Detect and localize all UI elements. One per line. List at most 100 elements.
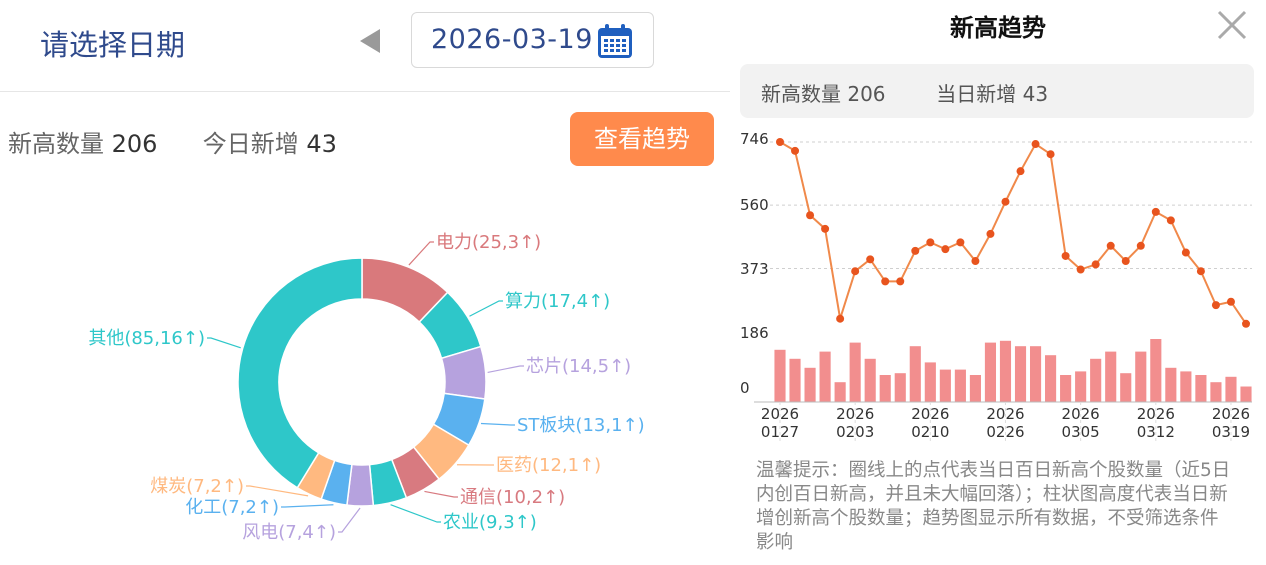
trend-point[interactable] <box>1196 267 1205 276</box>
y-tick-label: 186 <box>740 324 769 342</box>
bar <box>924 362 936 402</box>
trend-point[interactable] <box>1181 248 1190 257</box>
trend-point[interactable] <box>866 255 875 264</box>
bar <box>804 367 816 402</box>
bar <box>789 358 801 402</box>
trend-point[interactable] <box>1031 140 1040 149</box>
bar <box>894 373 906 402</box>
donut-label: 风电(7,4↑) <box>242 522 336 543</box>
summary-today-new-value: 43 <box>1022 82 1049 106</box>
bar <box>909 346 921 402</box>
x-tick-date: 0210 <box>911 423 949 441</box>
trend-point[interactable] <box>1136 241 1145 250</box>
trend-point[interactable] <box>1166 216 1175 225</box>
stats-summary: 新高数量 206 今日新增 43 <box>8 124 337 159</box>
summary-today-new-label: 当日新增 <box>936 82 1017 106</box>
trend-point[interactable] <box>1211 301 1220 310</box>
trend-point[interactable] <box>971 257 980 266</box>
trend-point[interactable] <box>1076 265 1085 274</box>
bar <box>984 342 997 402</box>
trend-point[interactable] <box>776 138 784 146</box>
date-picker[interactable]: 2026-03-19 <box>411 12 654 68</box>
donut-label: 医药(12,1↑) <box>496 455 601 476</box>
x-tick-date: 0305 <box>1062 423 1100 441</box>
bar <box>1090 358 1102 402</box>
trend-point[interactable] <box>926 238 935 247</box>
trend-point[interactable] <box>911 246 920 255</box>
trend-point[interactable] <box>1001 197 1010 206</box>
donut-label: 化工(7,2↑) <box>185 497 279 518</box>
x-tick-year: 2026 <box>911 405 949 423</box>
previous-date-icon[interactable] <box>360 29 380 53</box>
bar <box>1210 382 1222 402</box>
x-tick-year: 2026 <box>836 405 874 423</box>
trend-point[interactable] <box>851 267 860 276</box>
trend-point[interactable] <box>1242 319 1250 328</box>
date-title: 请选择日期 <box>40 28 186 62</box>
trend-point[interactable] <box>1046 150 1055 159</box>
donut-segment[interactable] <box>237 257 363 489</box>
sector-donut-chart: 电力(25,3↑) 算力(17,4↑) 芯片(14,5↑) ST板块(13,1↑) 医药… <box>88 232 645 543</box>
trend-point[interactable] <box>1106 241 1115 250</box>
x-tick-date: 0226 <box>986 423 1024 441</box>
trend-point[interactable] <box>896 277 905 286</box>
trend-point[interactable] <box>1061 251 1070 260</box>
donut-leader-line <box>408 241 434 266</box>
x-tick-year: 2026 <box>1212 405 1250 423</box>
trend-point[interactable] <box>791 146 800 155</box>
trend-point[interactable] <box>836 314 845 323</box>
bar <box>999 340 1012 402</box>
trend-summary: 新高数量 206 当日新增 43 <box>740 64 1254 118</box>
bar <box>1180 371 1192 402</box>
y-tick-label: 0 <box>740 379 750 397</box>
trend-point[interactable] <box>956 238 965 247</box>
donut-leader-line <box>281 504 334 508</box>
bar <box>1075 371 1087 402</box>
trend-point[interactable] <box>881 277 890 286</box>
trend-point[interactable] <box>1121 257 1130 266</box>
donut-leader-line <box>390 504 441 523</box>
bar <box>1060 375 1072 402</box>
y-tick-label: 373 <box>740 260 769 278</box>
donut-leader-line <box>487 365 524 373</box>
bar <box>849 342 861 402</box>
today-new-label: 今日新增 <box>202 130 299 158</box>
trend-point[interactable] <box>941 245 950 254</box>
bar <box>1240 386 1252 402</box>
x-tick-date: 0127 <box>761 423 799 441</box>
bar <box>1225 376 1237 402</box>
summary-new-high-label: 新高数量 <box>761 82 841 106</box>
x-tick-date: 0203 <box>836 423 874 441</box>
bar <box>1029 346 1042 402</box>
trend-line <box>779 141 1247 325</box>
bar <box>1165 367 1177 402</box>
donut-label: ST板块(13,1↑) <box>517 415 645 436</box>
donut-leader-line <box>246 485 309 497</box>
bar <box>774 349 786 402</box>
trend-point[interactable] <box>1151 207 1160 216</box>
bar <box>1014 346 1027 402</box>
bar <box>819 351 831 402</box>
tip-text: 温馨提示：圈线上的点代表当日百日新高个股数量（近5日内创百日新高，并且未大幅回落… <box>756 460 1231 553</box>
bar <box>834 382 846 402</box>
trend-point[interactable] <box>806 211 815 220</box>
bar <box>1120 373 1132 402</box>
donut-label: 芯片(14,5↑) <box>526 356 631 377</box>
donut-leader-line <box>424 490 458 498</box>
bar <box>1045 355 1057 402</box>
donut-label: 电力(25,3↑) <box>436 232 541 253</box>
today-new-value: 43 <box>306 130 337 158</box>
y-tick-label: 560 <box>740 196 769 214</box>
trend-point[interactable] <box>1091 260 1100 269</box>
trend-point[interactable] <box>821 224 830 233</box>
view-trend-button[interactable]: 查看趋势 <box>570 112 714 166</box>
trend-point[interactable] <box>1226 297 1235 306</box>
bar <box>879 375 891 402</box>
trend-point[interactable] <box>986 229 995 238</box>
trend-point[interactable] <box>1016 167 1025 176</box>
donut-label: 通信(10,2↑) <box>460 487 565 508</box>
donut-label: 煤炭(7,2↑) <box>150 476 244 497</box>
close-icon[interactable] <box>1215 8 1249 42</box>
date-bar: 请选择日期 2026-03-19 <box>0 0 730 92</box>
x-tick-year: 2026 <box>986 405 1024 423</box>
